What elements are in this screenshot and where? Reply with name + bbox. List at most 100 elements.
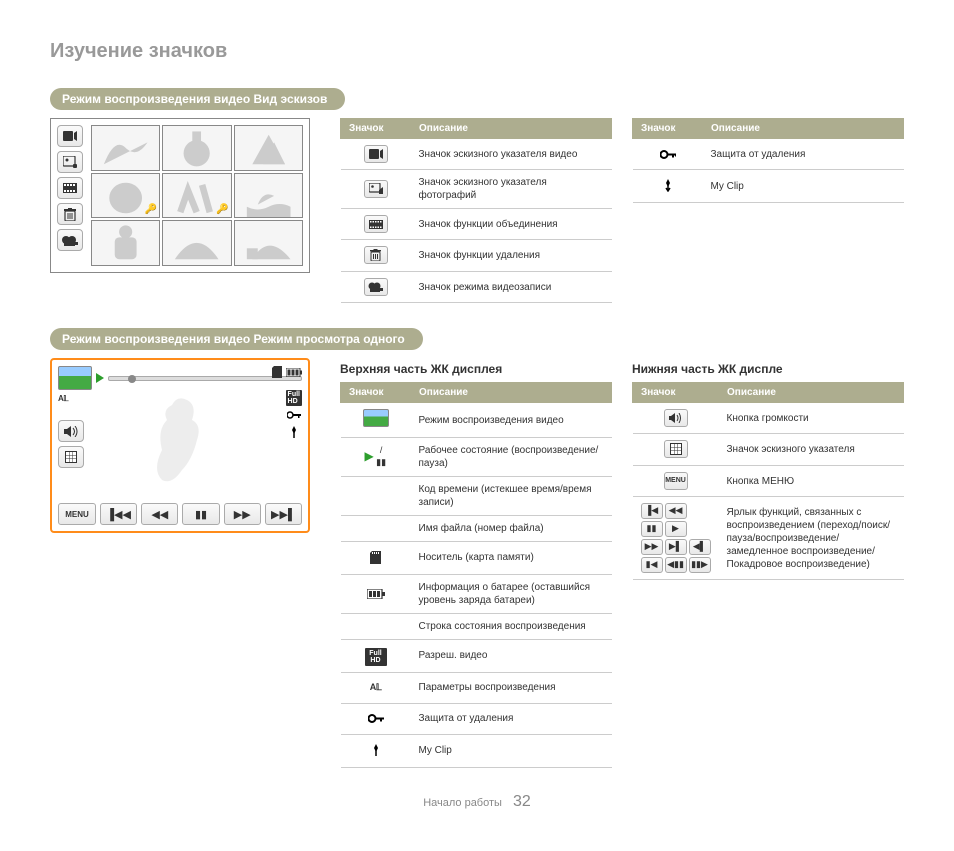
th-desc: Описание bbox=[719, 383, 904, 403]
sub-heading-left: Верхняя часть ЖК дисплея bbox=[340, 362, 612, 376]
play-icon bbox=[96, 373, 104, 383]
all-icon: A𝕃 bbox=[365, 679, 387, 697]
player-col: A𝕃 FullHD MENU ▐◀◀ ◀◀ ▮▮ ▶▶ ▶▶▌ bbox=[50, 358, 320, 533]
video-index-icon bbox=[57, 125, 83, 147]
delete-icon bbox=[364, 246, 388, 264]
next-icon: ▶▌ bbox=[665, 539, 687, 555]
desc: Параметры воспроизведения bbox=[411, 672, 612, 703]
camcorder-icon bbox=[57, 229, 83, 251]
desc: Код времени (истекшее время/время записи… bbox=[411, 477, 612, 516]
thumb-cell bbox=[162, 125, 231, 171]
section1-table-right: Значок Описание Защита от удаления My Cl… bbox=[632, 118, 904, 203]
th-desc: Описание bbox=[703, 119, 904, 139]
desc: Значок эскизного указателя фотографий bbox=[411, 170, 612, 209]
slow-back-icon: ◀▌ bbox=[689, 539, 711, 555]
thumb-grid: 🔑 🔑 bbox=[91, 125, 303, 266]
preview-thumb bbox=[58, 366, 92, 390]
thumb-cell: 🔑 bbox=[91, 173, 160, 219]
thumb-cell bbox=[234, 125, 303, 171]
desc: Значок эскизного указателя bbox=[719, 434, 904, 466]
hd-icon: FullHD bbox=[286, 390, 302, 406]
top-right-info bbox=[272, 366, 302, 380]
page-number: 32 bbox=[513, 793, 531, 810]
camcorder-icon bbox=[364, 278, 388, 296]
th-icon: Значок bbox=[633, 119, 703, 139]
section2-table-right: Нижняя часть ЖК диспле Значок Описание К… bbox=[632, 358, 904, 580]
pause-button: ▮▮ bbox=[182, 503, 219, 525]
desc: My Clip bbox=[411, 734, 612, 767]
menu-button: MENU bbox=[58, 503, 96, 525]
desc: Значок функции объединения bbox=[411, 209, 612, 240]
volume-button bbox=[58, 420, 84, 442]
desc: Защита от удаления bbox=[703, 139, 904, 170]
page-footer: Начало работы 32 bbox=[50, 793, 904, 811]
section1-label: Режим воспроизведения видео Вид эскизов bbox=[50, 88, 345, 110]
section2-label: Режим воспроизведения видео Режим просмо… bbox=[50, 328, 423, 350]
section1-table-left: Значок Описание Значок эскизного указате… bbox=[340, 118, 612, 303]
desc: Значок функции удаления bbox=[411, 240, 612, 272]
slow-fwd-icon: ▮▮▶ bbox=[689, 557, 711, 573]
player-screen: A𝕃 FullHD MENU ▐◀◀ ◀◀ ▮▮ ▶▶ ▶▶▌ bbox=[50, 358, 310, 533]
thumb-screen-col: 🔑 🔑 bbox=[50, 118, 320, 273]
icon-table: Значок Описание Кнопка громкости Значок … bbox=[632, 382, 904, 580]
footer-label: Начало работы bbox=[423, 797, 502, 809]
page-title: Изучение значков bbox=[50, 40, 904, 63]
photo-index-icon bbox=[57, 151, 83, 173]
th-icon: Значок bbox=[341, 383, 411, 403]
video-index-icon bbox=[364, 145, 388, 163]
myclip-icon bbox=[657, 176, 679, 194]
battery-icon bbox=[286, 368, 302, 379]
delete-icon bbox=[57, 203, 83, 225]
volume-button bbox=[664, 409, 688, 427]
card-icon bbox=[365, 548, 387, 566]
play-pause-icon: ▶/▮▮ bbox=[365, 448, 387, 466]
desc: Разреш. видео bbox=[411, 639, 612, 672]
prev-icon: ▐◀ bbox=[641, 503, 663, 519]
desc: Кнопка громкости bbox=[719, 403, 904, 434]
all-icon: A𝕃 bbox=[58, 394, 68, 403]
next-button: ▶▶▌ bbox=[265, 503, 302, 525]
th-icon: Значок bbox=[633, 383, 719, 403]
grid-button bbox=[58, 446, 84, 468]
lock-icon: 🔑 bbox=[145, 204, 157, 215]
key-icon bbox=[365, 710, 387, 728]
th-desc: Описание bbox=[411, 383, 612, 403]
ff-icon: ▶▶ bbox=[641, 539, 663, 555]
photo-index-icon bbox=[364, 180, 388, 198]
playback-button-grid: ▐◀ ◀◀ ▮▮ ▶ ▶▶ ▶▌ ◀▌ ▮◀ ◀▮▮ ▮▮▶ bbox=[641, 503, 711, 573]
rew-icon: ◀◀ bbox=[665, 503, 687, 519]
player-topbar bbox=[58, 366, 302, 390]
player-left-buttons bbox=[58, 420, 84, 468]
desc: Информация о батарее (оставшийся уровень… bbox=[411, 574, 612, 613]
grid-button bbox=[664, 440, 688, 458]
section2-table-left: Верхняя часть ЖК дисплея Значок Описание… bbox=[340, 358, 612, 768]
key-icon bbox=[287, 410, 301, 422]
sub-heading-right: Нижняя часть ЖК диспле bbox=[632, 362, 904, 376]
thumb-sidebar bbox=[57, 125, 87, 266]
icon-table: Значок Описание Значок эскизного указате… bbox=[340, 118, 612, 303]
right-icons: FullHD bbox=[286, 390, 302, 441]
desc: Рабочее состояние (воспроизведение/пауза… bbox=[411, 438, 612, 477]
bottom-controls: MENU ▐◀◀ ◀◀ ▮▮ ▶▶ ▶▶▌ bbox=[58, 503, 302, 525]
thumb-icon bbox=[363, 409, 389, 427]
thumb-cell bbox=[234, 173, 303, 219]
prev-button: ▐◀◀ bbox=[100, 503, 137, 525]
section1-row: 🔑 🔑 Значок Описание Значок эскизного ука… bbox=[50, 118, 904, 303]
thumb-cell bbox=[162, 220, 231, 266]
thumb-cell: 🔑 bbox=[162, 173, 231, 219]
desc: Значок режима видеозаписи bbox=[411, 272, 612, 303]
play-icon: ▶ bbox=[665, 521, 687, 537]
menu-button: MENU bbox=[664, 472, 688, 490]
thumb-screen: 🔑 🔑 bbox=[50, 118, 310, 273]
desc: Кнопка МЕНЮ bbox=[719, 466, 904, 497]
battery-icon bbox=[365, 585, 387, 603]
desc: Строка состояния воспроизведения bbox=[411, 613, 612, 639]
lock-icon: 🔑 bbox=[216, 204, 228, 215]
card-icon bbox=[272, 366, 282, 380]
th-desc: Описание bbox=[411, 119, 612, 139]
desc: Ярлык функций, связанных с воспроизведен… bbox=[719, 497, 904, 580]
frame-back-icon: ▮◀ bbox=[641, 557, 663, 573]
thumb-cell bbox=[234, 220, 303, 266]
desc: Режим воспроизведения видео bbox=[411, 403, 612, 438]
silhouette bbox=[112, 390, 252, 490]
